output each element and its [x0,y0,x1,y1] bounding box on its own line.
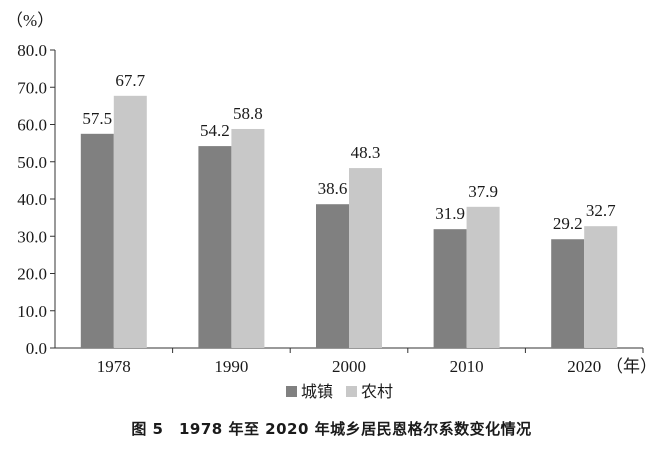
bar-data-label: 29.2 [553,214,583,233]
bar-urban [433,229,467,348]
legend: 城镇 农村 [286,383,393,401]
bar-data-label: 67.7 [115,71,145,90]
bar-rural [349,168,382,348]
y-tick-label: 30.0 [17,227,47,246]
bar-data-label: 58.8 [233,104,263,123]
x-tick-label: 1978 [97,357,131,376]
legend-swatch-urban [286,386,297,397]
y-tick-label: 20.0 [17,265,47,284]
bar-rural [113,95,147,348]
y-tick-label: 60.0 [17,116,47,135]
y-tick-label: 70.0 [17,78,47,97]
y-tick-label: 80.0 [17,41,47,60]
y-tick-label: 0.0 [26,339,47,358]
x-axis-unit-label: （年） [606,357,657,376]
bar-data-label: 37.9 [468,182,498,201]
figure-caption: 图 5 1978 年至 2020 年城乡居民恩格尔系数变化情况 [131,420,532,438]
bar-rural [466,206,500,348]
y-tick-label: 50.0 [17,153,47,172]
y-tick-label: 10.0 [17,302,47,321]
x-tick-label: 2000 [332,357,366,376]
plot-area: 0.0 10.0 20.0 30.0 40.0 50.0 60.0 70.0 80.0 1978 5… [17,41,644,376]
x-tick-label: 2020 [567,357,601,376]
y-axis-unit-label: （%） [6,11,54,30]
legend-label-rural: 农村 [361,383,393,401]
bar-data-label: 57.5 [82,109,112,128]
engel-coefficient-bar-chart: （%） 0.0 10.0 20.0 30.0 40.0 50.0 60.0 70.0 80.0 1… [6,11,657,401]
x-tick-label: 1990 [214,357,248,376]
legend-swatch-rural [346,386,357,397]
legend-label-urban: 城镇 [301,383,333,401]
bar-urban [80,133,114,348]
bar-data-label: 31.9 [435,204,465,223]
bar-urban [316,204,349,348]
bar-rural [584,226,618,348]
bar-data-label: 38.6 [318,179,348,198]
y-tick-label: 40.0 [17,190,47,209]
bar-data-label: 32.7 [586,201,616,220]
x-tick-label: 2010 [450,357,484,376]
bar-rural [231,128,265,348]
bar-data-label: 54.2 [200,121,230,140]
bar-urban [551,239,585,348]
bar-urban [198,146,232,348]
bar-data-label: 48.3 [351,143,381,162]
